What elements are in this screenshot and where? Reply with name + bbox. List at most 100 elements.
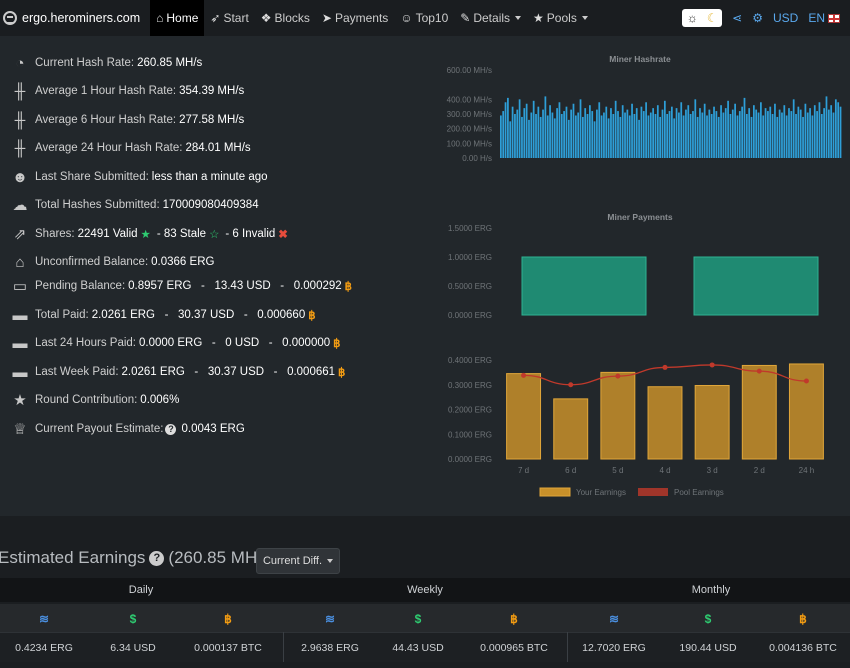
navbar-right: ☼ ☾ ⋖ ⚙ USD EN [682, 0, 850, 36]
x-tick-label: 7 d [518, 466, 529, 475]
nav-start[interactable]: ➶ Start [204, 0, 254, 36]
hashrate-bar [570, 109, 573, 158]
hashrate-bar [556, 108, 558, 158]
hashrate-bar [769, 106, 772, 158]
wrench-icon: ✎ [460, 11, 471, 25]
star-icon: ★ [13, 392, 27, 409]
user-icon: ☺ [400, 11, 413, 25]
stat-avg-24h: ╫ Average 24 Hour Hash Rate: 284.01 MH/s [10, 140, 251, 157]
hashrate-bar [804, 103, 807, 158]
earnings-values-row: 0.4234 ERG 6.34 USD 0.000137 BTC 2.9638 … [0, 632, 850, 662]
stat-value: 0.0000 ERG - 0 USD - 0.000000 [139, 337, 331, 349]
hashrate-bar [539, 116, 542, 158]
hashrate-bar [776, 116, 779, 158]
stat-value: 260.85 MH/s [137, 57, 203, 69]
current-diff-dropdown[interactable]: Current Diff. [256, 548, 340, 574]
hashrate-bar [830, 105, 833, 158]
hashrate-bar [532, 100, 535, 158]
payments-chart: 1.5000 ERG 1.0000 ERG 0.5000 ERG 0.0000 ERG [448, 224, 819, 320]
pool-earnings-point [803, 378, 809, 384]
hashrate-bar [647, 115, 650, 158]
hashrate-bar [701, 112, 704, 158]
hashrate-bar [717, 116, 720, 158]
hashrate-bar [788, 108, 790, 158]
gear-icon[interactable]: ⚙ [752, 11, 763, 25]
hashrate-bar [760, 102, 762, 158]
hashrate-bar [668, 111, 671, 158]
ergo-coin-icon: ≋ [324, 612, 336, 626]
help-icon[interactable]: ? [149, 550, 165, 566]
language-selector[interactable]: EN [808, 11, 840, 25]
share-icon[interactable]: ⋖ [732, 11, 743, 25]
hashrate-bar [745, 114, 748, 158]
theme-toggle[interactable]: ☼ ☾ [682, 9, 723, 27]
hashrate-bar [809, 108, 811, 158]
hashrate-bar [528, 119, 530, 158]
nav-start-label: Start [223, 11, 249, 25]
hashrate-bar [511, 106, 514, 158]
money-bill-icon: ▭ [12, 278, 28, 295]
shares-invalid: - 6 Invalid [225, 228, 276, 240]
brand-name: ergo.herominers.com [22, 11, 141, 25]
nav-payments-label: Payments [334, 11, 389, 25]
stat-label: Last Week Paid: [35, 366, 119, 378]
currency-selector[interactable]: USD [772, 11, 799, 25]
nav-pools-dropdown[interactable]: ★ Pools [527, 0, 594, 36]
nav-top10[interactable]: ☺ Top10 [394, 0, 454, 36]
hashrate-bar [797, 106, 800, 158]
stat-value: 170009080409384 [162, 199, 259, 211]
earnings-header-row: Daily Weekly Monthly [0, 578, 850, 602]
earnings-hashrate: (260.85 MH/s) [168, 548, 277, 567]
hashrate-bar [734, 103, 736, 158]
estimated-earnings-header: Estimated Earnings ? (260.85 MH/s) [0, 548, 276, 568]
hashrate-bar [755, 109, 758, 158]
hashrate-bar [743, 97, 746, 158]
hashrate-bar [600, 115, 603, 158]
your-earnings-bar [600, 371, 636, 460]
help-icon[interactable]: ? [165, 423, 177, 435]
hashrate-bar [694, 99, 697, 158]
hashrate-bar [619, 116, 622, 158]
bitcoin-icon: ฿ [344, 281, 352, 293]
hashrate-bar [593, 121, 596, 158]
hashrate-bar [558, 102, 561, 158]
y-tick-label: 0.00 H/s [462, 154, 492, 163]
nav-blocks-label: Blocks [274, 11, 310, 25]
monthly-btc: 0.004136 BTC [769, 642, 837, 654]
rocket-icon: ➶ [210, 11, 221, 25]
nav-details-dropdown[interactable]: ✎ Details [454, 0, 527, 36]
nav-blocks[interactable]: ❖ Blocks [255, 0, 316, 36]
brand-link[interactable]: ergo.herominers.com [0, 0, 150, 36]
credit-card-icon: ▬ [12, 306, 28, 324]
hashrate-bar [549, 105, 551, 158]
pool-earnings-point [756, 368, 762, 374]
hashrate-bar [663, 100, 666, 158]
y-tick-label: 0.1000 ERG [448, 430, 492, 439]
payment-bar [693, 256, 819, 316]
hashrate-bar [802, 116, 804, 158]
nav-payments[interactable]: ➤ Payments [316, 0, 394, 36]
your-earnings-bar [694, 384, 730, 460]
hashrate-bar [598, 102, 601, 158]
hashrate-bar [722, 112, 725, 158]
hashrate-bar [795, 114, 797, 158]
star-filled-icon: ★ [140, 229, 151, 241]
hashrate-bar [507, 97, 509, 158]
pool-earnings-point [568, 382, 574, 388]
your-earnings-bar [647, 386, 683, 460]
hashrate-bar [572, 103, 575, 158]
y-tick-label: 0.0000 ERG [448, 311, 492, 320]
period-daily: Daily [128, 584, 154, 596]
hashrate-bar [710, 114, 713, 158]
stat-label: Unconfirmed Balance: [35, 256, 149, 268]
nav-home[interactable]: ⌂ Home [150, 0, 205, 36]
hashrate-bar [832, 112, 835, 158]
y-tick-label: 600.00 MH/s [447, 66, 492, 75]
hashrate-bar [680, 102, 683, 158]
y-tick-label: 0.4000 ERG [448, 356, 492, 365]
hashrate-bar [837, 102, 840, 158]
hashrate-bar [720, 105, 722, 158]
bitcoin-icon: ฿ [799, 612, 807, 626]
hashrate-bar [509, 121, 512, 158]
hashrate-bar [504, 102, 507, 158]
